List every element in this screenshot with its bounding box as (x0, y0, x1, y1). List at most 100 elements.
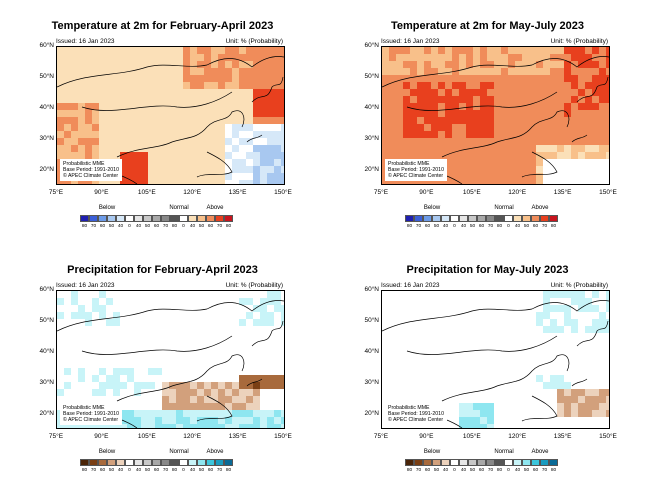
grid-cell (543, 75, 550, 82)
grid-cell (260, 131, 267, 138)
grid-cell (438, 96, 445, 103)
grid-cell (162, 152, 169, 159)
grid-cell (599, 410, 606, 417)
legend-tick: 40 (442, 468, 449, 473)
coastline (521, 151, 558, 178)
grid-cell (480, 166, 487, 173)
grid-cell (246, 124, 253, 131)
grid-cell (106, 54, 113, 61)
grid-cell (494, 159, 501, 166)
grid-cell (141, 159, 148, 166)
grid-cell (253, 110, 260, 117)
legend-swatch (89, 215, 98, 222)
grid-cell (71, 124, 78, 131)
legend-tick: 50 (198, 224, 205, 229)
legend-tick: 60 (532, 468, 539, 473)
map-panel-prec-mjj: Precipitation for May-July 2023 Issued: 1… (325, 244, 650, 488)
grid-cell (57, 68, 64, 75)
grid-cell (106, 180, 113, 184)
coastline (116, 354, 245, 402)
grid-cell (473, 68, 480, 75)
grid-cell (487, 138, 494, 145)
grid-cell (466, 61, 473, 68)
grid-cell (606, 89, 609, 96)
grid-cell (120, 47, 127, 54)
grid-cell (169, 61, 176, 68)
lon-label: 105°E (462, 433, 481, 440)
grid-cell (169, 180, 176, 184)
grid-cell (253, 319, 260, 326)
grid-cell (211, 403, 218, 410)
grid-cell (466, 180, 473, 184)
legend-swatch (98, 459, 107, 466)
grid-cell (466, 103, 473, 110)
grid-cell (550, 124, 557, 131)
grid-cell (141, 138, 148, 145)
grid-cell (260, 410, 267, 417)
grid-cell (176, 89, 183, 96)
grid-cell (78, 82, 85, 89)
legend-tick: 40 (117, 224, 124, 229)
grid-cell (480, 410, 487, 417)
grid-cell (106, 382, 113, 389)
grid-cell (92, 298, 99, 305)
grid-cell (459, 152, 466, 159)
grid-cell (281, 382, 284, 389)
grid-cell (508, 166, 515, 173)
grid-cell (281, 138, 284, 145)
grid-cell (85, 312, 92, 319)
grid-cell (232, 96, 239, 103)
grid-cell (382, 110, 389, 117)
grid-cell (232, 417, 239, 424)
legend-category: Normal (169, 205, 189, 211)
grid-cell (78, 103, 85, 110)
grid-cell (57, 47, 64, 54)
grid-cell (85, 82, 92, 89)
grid-cell (99, 82, 106, 89)
grid-cell (382, 180, 389, 184)
grid-cell (606, 117, 609, 124)
grid-cell (281, 124, 284, 131)
grid-cell (162, 61, 169, 68)
grid-cell (550, 326, 557, 333)
grid-cell (599, 103, 606, 110)
grid-cell (417, 89, 424, 96)
grid-cell (543, 291, 550, 298)
legend-tick: 70 (541, 224, 548, 229)
map-panel-temp-mjj: Temperature at 2m for May-July 2023 Issue… (325, 0, 650, 244)
grid-cell (183, 117, 190, 124)
grid-cell (162, 145, 169, 152)
grid-cell (452, 145, 459, 152)
grid-cell (162, 54, 169, 61)
grid-cell (253, 82, 260, 89)
grid-cell (211, 117, 218, 124)
grid-cell (169, 410, 176, 417)
grid-cell (585, 61, 592, 68)
grid-cell (564, 145, 571, 152)
grid-cell (176, 389, 183, 396)
grid-cell (190, 166, 197, 173)
legend-swatch (215, 215, 224, 222)
grid-cell (239, 96, 246, 103)
grid-cell (162, 166, 169, 173)
grid-cell (410, 131, 417, 138)
grid-cell (134, 82, 141, 89)
grid-cell (515, 110, 522, 117)
grid-cell (239, 75, 246, 82)
grid-cell (529, 110, 536, 117)
map-area: Probabilistic MME Base Period: 1991-2010 ©… (56, 46, 285, 185)
grid-cell (274, 82, 281, 89)
grid-cell (452, 180, 459, 184)
grid-cell (92, 54, 99, 61)
grid-cell (218, 152, 225, 159)
legend-tick: 50 (433, 468, 440, 473)
grid-cell (239, 61, 246, 68)
grid-cell (211, 417, 218, 424)
grid-cell (197, 417, 204, 424)
grid-cell (382, 145, 389, 152)
grid-cell (64, 180, 71, 184)
grid-cell (281, 89, 284, 96)
info-box: Probabilistic MME Base Period: 1991-2010 ©… (60, 159, 122, 181)
grid-cell (396, 124, 403, 131)
grid-cell (599, 68, 606, 75)
